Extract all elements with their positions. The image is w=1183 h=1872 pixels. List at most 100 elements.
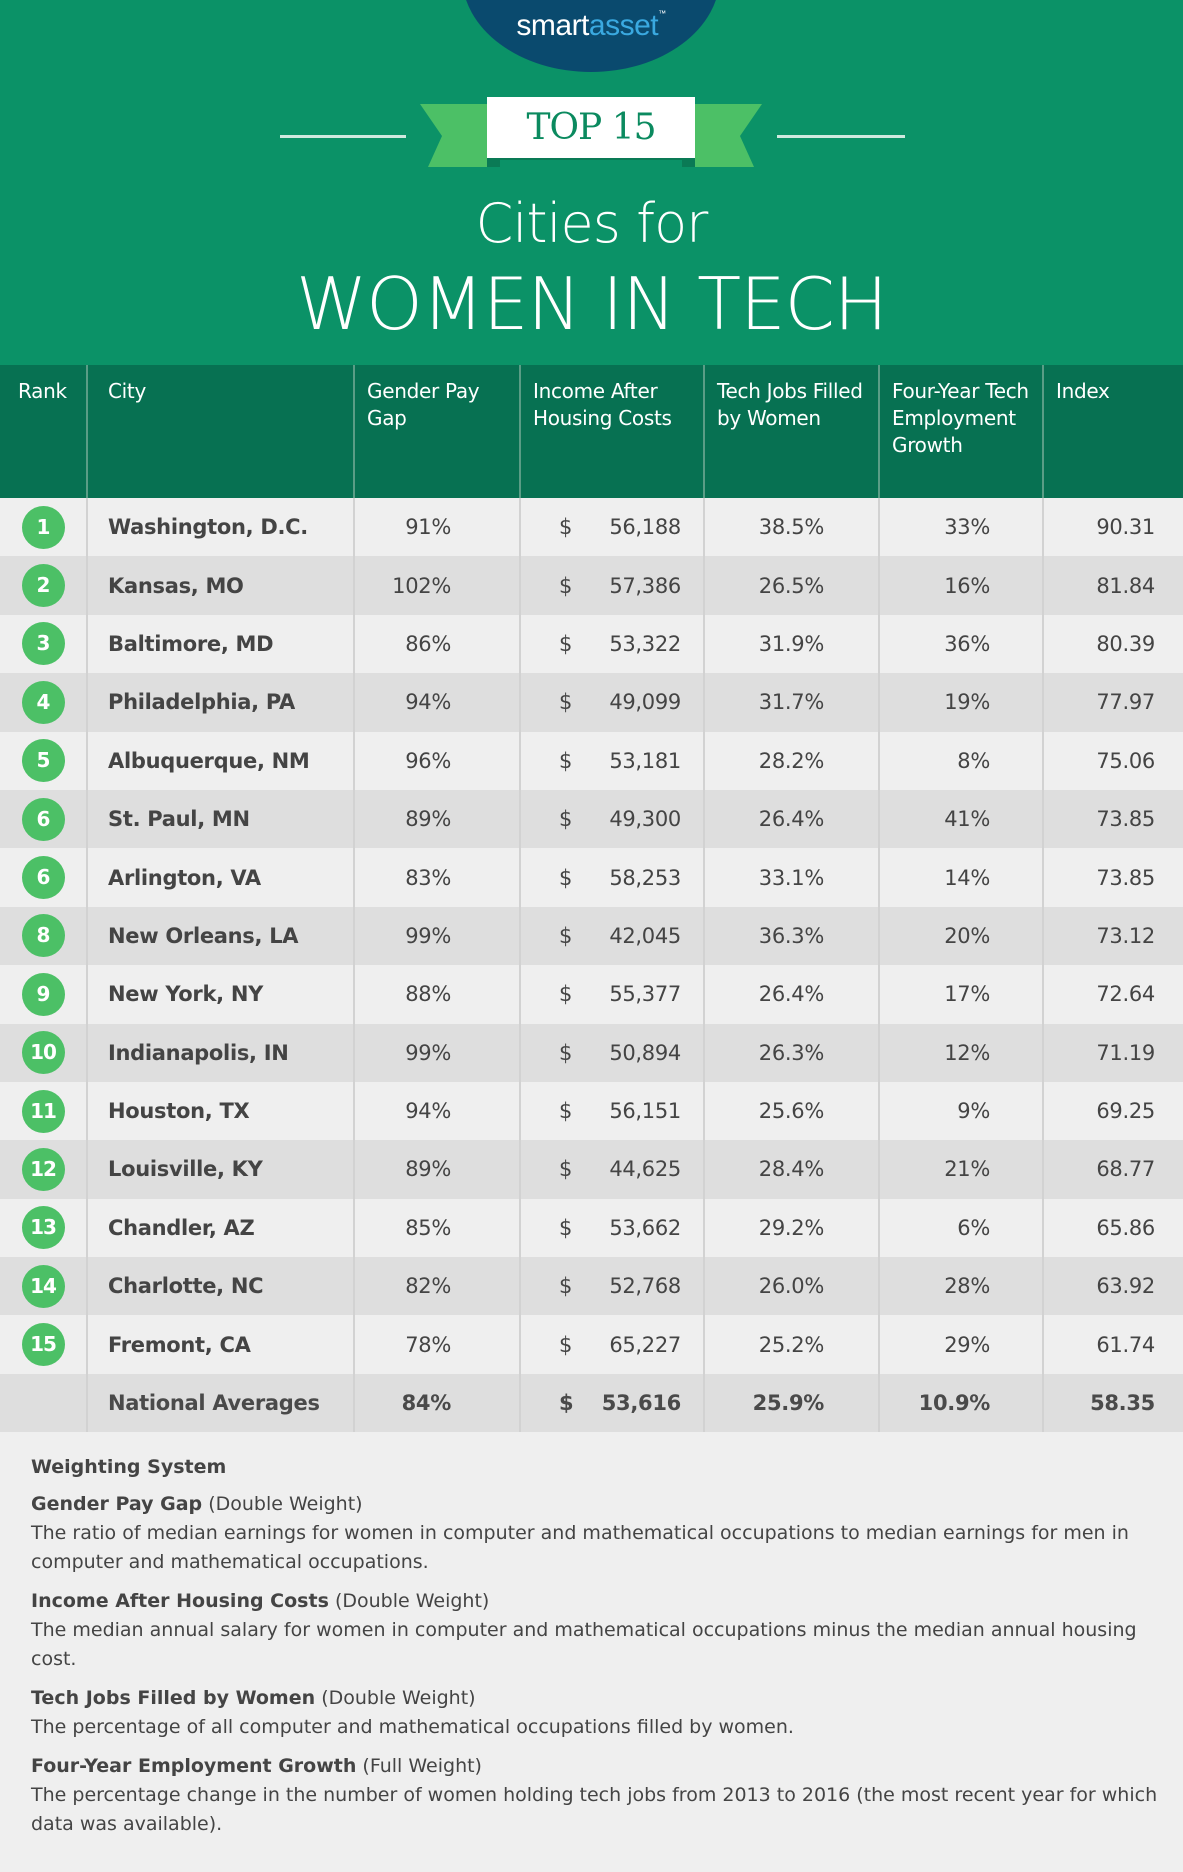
currency-symbol: $ [559,865,573,890]
income-cell: $56,151 [520,1081,705,1141]
pay-gap-cell: 82% [354,1257,521,1316]
index-cell: 58.35 [1043,1373,1183,1433]
weighting-item: Income After Housing Costs (Double Weigh… [31,1587,1161,1674]
rank-cell: 10 [0,1023,88,1082]
tech-jobs-cell: 26.4% [704,965,880,1024]
income-cell: $49,099 [520,673,705,732]
rank-badge: 9 [21,972,65,1016]
index-cell: 72.64 [1043,965,1183,1024]
column-header-income-after-housing: Income After Housing Costs [520,365,705,498]
rank-badge: 14 [21,1264,65,1308]
rank-badge: 13 [21,1206,65,1250]
rank-badge: 10 [21,1031,65,1075]
decorative-rule-right [777,135,905,138]
growth-cell: 28% [879,1257,1044,1316]
growth-cell: 29% [879,1315,1044,1374]
growth-cell: 17% [879,965,1044,1024]
city-cell: National Averages [87,1373,355,1433]
income-value: 49,099 [609,690,681,715]
income-cell: $65,227 [520,1315,705,1374]
rank-cell: 2 [0,556,88,615]
pay-gap-cell: 94% [354,1081,521,1141]
pay-gap-cell: 86% [354,614,521,674]
tech-jobs-cell: 28.2% [704,731,880,790]
index-cell: 77.97 [1043,673,1183,732]
rank-badge: 5 [21,739,65,783]
income-value: 58,253 [609,865,681,890]
growth-cell: 36% [879,614,1044,674]
income-cell: $56,188 [520,498,705,557]
city-cell: Houston, TX [87,1081,355,1141]
growth-cell: 19% [879,673,1044,732]
smartasset-logo: smartasset™ [516,9,666,42]
income-cell: $53,322 [520,614,705,674]
city-cell: Arlington, VA [87,848,355,907]
index-cell: 69.25 [1043,1081,1183,1141]
top-15-label: TOP 15 [487,97,695,158]
title-line-2: WOMEN IN TECH [295,262,888,346]
income-value: 65,227 [609,1332,681,1357]
currency-symbol: $ [559,1274,573,1299]
pay-gap-cell: 85% [354,1198,521,1258]
currency-symbol: $ [559,1040,573,1065]
tech-jobs-cell: 29.2% [704,1198,880,1258]
rank-cell [0,1373,88,1433]
income-value: 57,386 [609,573,681,598]
rank-cell: 14 [0,1257,88,1316]
city-cell: Washington, D.C. [87,498,355,557]
pay-gap-cell: 78% [354,1315,521,1374]
pay-gap-cell: 83% [354,848,521,907]
income-cell: $44,625 [520,1140,705,1199]
table-row: 1 Washington, D.C. 91% $56,188 38.5% 33% 90.31 [0,498,1183,557]
income-value: 53,322 [609,631,681,656]
pay-gap-cell: 89% [354,789,521,849]
rank-cell: 13 [0,1198,88,1258]
tech-jobs-cell: 25.9% [704,1373,880,1433]
income-value: 44,625 [609,1157,681,1182]
tech-jobs-cell: 26.5% [704,556,880,615]
growth-cell: 9% [879,1081,1044,1141]
weighting-item-weight: (Double Weight) [208,1493,363,1515]
growth-cell: 16% [879,556,1044,615]
index-cell: 73.12 [1043,906,1183,966]
rank-cell: 5 [0,731,88,790]
weighting-item-heading: Four-Year Employment Growth (Full Weight… [31,1752,1161,1781]
rank-badge: 8 [21,914,65,958]
table-header-row: Rank City Gender Pay Gap Income After Ho… [0,365,1183,498]
tech-jobs-cell: 25.6% [704,1081,880,1141]
tech-jobs-cell: 38.5% [704,498,880,557]
rankings-table: Rank City Gender Pay Gap Income After Ho… [0,365,1183,1433]
income-value: 53,662 [609,1215,681,1240]
weighting-item-description: The median annual salary for women in co… [31,1619,1137,1670]
index-cell: 71.19 [1043,1023,1183,1082]
city-cell: Charlotte, NC [87,1257,355,1316]
table-row: 13 Chandler, AZ 85% $53,662 29.2% 6% 65.86 [0,1198,1183,1258]
table-row: 5 Albuquerque, NM 96% $53,181 28.2% 8% 75.06 [0,731,1183,790]
income-value: 56,188 [609,515,681,540]
index-cell: 81.84 [1043,556,1183,615]
rank-cell: 11 [0,1081,88,1141]
weighting-item-weight: (Double Weight) [321,1687,476,1709]
growth-cell: 10.9% [879,1373,1044,1433]
table-row: 2 Kansas, MO 102% $57,386 26.5% 16% 81.84 [0,556,1183,615]
currency-symbol: $ [559,807,573,832]
tech-jobs-cell: 26.3% [704,1023,880,1082]
growth-cell: 41% [879,789,1044,849]
tech-jobs-cell: 33.1% [704,848,880,907]
pay-gap-cell: 84% [354,1373,521,1433]
income-value: 52,768 [609,1274,681,1299]
pay-gap-cell: 88% [354,965,521,1024]
income-value: 56,151 [609,1099,681,1124]
income-cell: $49,300 [520,789,705,849]
currency-symbol: $ [559,1391,574,1416]
growth-cell: 21% [879,1140,1044,1199]
rank-badge: 11 [21,1089,65,1133]
income-cell: $53,662 [520,1198,705,1258]
rank-cell: 12 [0,1140,88,1199]
weighting-item-weight: (Double Weight) [334,1590,490,1612]
income-cell: $57,386 [520,556,705,615]
weighting-item: Tech Jobs Filled by Women (Double Weight… [31,1684,1161,1742]
city-cell: Fremont, CA [87,1315,355,1374]
pay-gap-cell: 102% [354,556,521,615]
rank-cell: 4 [0,673,88,732]
